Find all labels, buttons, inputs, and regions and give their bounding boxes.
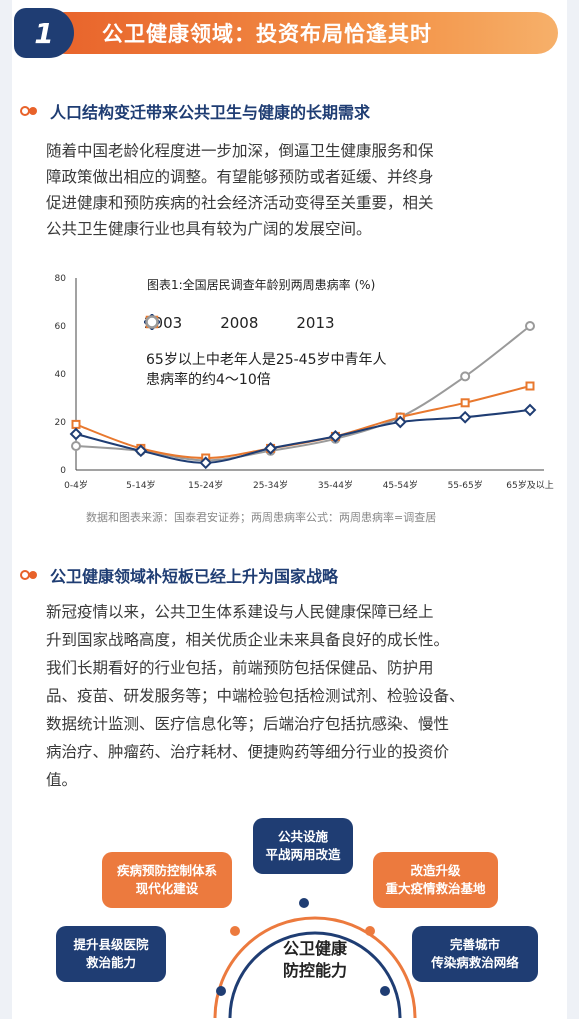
- box-line: 平战两用改造: [265, 847, 341, 862]
- bullet-icon: [20, 568, 42, 582]
- data-point: [460, 371, 471, 382]
- diagram-dot: [380, 986, 390, 996]
- series-line-2013: [75, 325, 531, 462]
- center-line: 防控能力: [282, 961, 347, 980]
- circle-marker-icon: [145, 315, 159, 329]
- x-tick-label: 15-24岁: [188, 479, 223, 491]
- data-point: [134, 444, 148, 458]
- data-point: [458, 410, 472, 424]
- x-tick-label: 65岁及以上: [506, 479, 553, 491]
- x-tick-label: 35-44岁: [318, 479, 353, 491]
- y-tick-label: 0: [60, 466, 66, 476]
- data-point: [71, 441, 81, 451]
- data-point: [525, 381, 535, 391]
- chart-source: 数据和图表来源：国泰君安证券；两周患病率公式：两周患病率=调查居: [86, 511, 437, 524]
- diagram-dot: [216, 986, 226, 996]
- diagram-dot: [365, 926, 375, 936]
- capability-diagram: 公共设施平战两用改造 疾病预防控制体系 现代化建设 改造升级重大疫情救治基地 提升…: [40, 818, 560, 1018]
- box-line: 提升县级医院: [73, 937, 149, 952]
- banner-number: 1: [14, 8, 74, 58]
- chart-legend: 2003 2008 2013: [144, 314, 335, 332]
- section1-paragraph: 随着中国老龄化程度进一步加深，倒逼卫生健康服务和保 障政策做出相应的调整。有望能…: [46, 138, 551, 242]
- para-line: 值。: [46, 771, 78, 789]
- diagram-center-label: 公卫健康 防控能力: [265, 938, 365, 982]
- chart-annotation: 65岁以上中老年人是25-45岁中青年人 患病率的约4～10倍: [146, 350, 406, 390]
- chart-title: 图表1:全国居民调查年龄别两周患病率 (%): [147, 278, 376, 292]
- box-line: 传染病救治网络: [431, 955, 519, 970]
- para-line: 病治疗、肿瘤药、治疗耗材、便捷购药等细分行业的投资价: [46, 743, 450, 761]
- annotation-line: 患病率的约4～10倍: [146, 372, 271, 388]
- y-tick-label: 40: [55, 370, 67, 380]
- chart-svg: 0 20 40 60 80 0-4岁 5-14岁 15-24岁 25-34岁 35-44岁 45-5…: [55, 274, 554, 491]
- legend-item-2008: 2008: [145, 314, 259, 332]
- x-tick-label: 45-54岁: [383, 479, 418, 491]
- box-urban-network: 完善城市传染病救治网络: [412, 926, 538, 982]
- y-tick-label: 80: [55, 274, 67, 284]
- diagram-dot: [230, 926, 240, 936]
- data-point: [393, 415, 407, 429]
- bullet-icon: [20, 104, 42, 118]
- section1-heading: 人口结构变迁带来公共卫生与健康的长期需求: [20, 99, 370, 123]
- legend-label: 2013: [296, 314, 335, 332]
- box-county-hospital: 提升县级医院 救治能力: [56, 926, 166, 982]
- para-line: 促进健康和预防疾病的社会经济活动变得至关重要，相关: [46, 194, 434, 212]
- para-line: 品、疫苗、研发服务等；中端检验包括检测试剂、检验设备、: [46, 687, 465, 705]
- section2-title: 公卫健康领域补短板已经上升为国家战略: [50, 567, 339, 586]
- para-line: 新冠疫情以来，公共卫生体系建设与人民健康保障已经上: [46, 603, 434, 621]
- box-public-facilities: 公共设施平战两用改造: [253, 818, 353, 874]
- box-line: 完善城市: [449, 937, 500, 952]
- box-line: 公共设施: [277, 829, 328, 844]
- annotation-line: 65岁以上中老年人是25-45岁中青年人: [146, 352, 387, 368]
- para-line: 障政策做出相应的调整。有望能够预防或者延缓、并终身: [46, 168, 434, 186]
- series-line-2003: [75, 409, 531, 464]
- box-epidemic-base: 改造升级重大疫情救治基地: [373, 852, 498, 908]
- section1-title: 人口结构变迁带来公共卫生与健康的长期需求: [50, 103, 371, 122]
- legend-label: 2008: [220, 314, 259, 332]
- section-banner: 1 公卫健康领域：投资布局恰逢其时: [6, 8, 558, 58]
- para-line: 我们长期看好的行业包括，前端预防包括保健品、防护用: [46, 659, 434, 677]
- y-tick-label: 60: [55, 322, 67, 332]
- box-line: 现代化建设: [135, 881, 199, 896]
- line-chart: 0 20 40 60 80 0-4岁 5-14岁 15-24岁 25-34岁 35-44岁 45-5…: [44, 270, 559, 500]
- y-tick-label: 20: [55, 418, 67, 428]
- para-line: 数据统计监测、医疗信息化等；后端治疗包括抗感染、慢性: [46, 715, 450, 733]
- banner-background: [44, 12, 558, 54]
- data-point: [264, 442, 277, 455]
- box-line: 疾病预防控制体系: [116, 863, 217, 878]
- x-tick-label: 55-65岁: [448, 479, 483, 491]
- box-disease-control: 疾病预防控制体系 现代化建设: [102, 852, 232, 908]
- section2-heading: 公卫健康领域补短板已经上升为国家战略: [20, 563, 338, 587]
- box-line: 重大疫情救治基地: [385, 881, 486, 896]
- data-point: [69, 427, 83, 441]
- data-point: [523, 403, 537, 417]
- x-tick-label: 25-34岁: [253, 479, 288, 491]
- para-line: 随着中国老龄化程度进一步加深，倒逼卫生健康服务和保: [46, 142, 434, 160]
- data-point: [71, 419, 81, 429]
- data-point: [460, 398, 470, 408]
- section2-paragraph: 新冠疫情以来，公共卫生体系建设与人民健康保障已经上 升到国家战略高度，相关优质企…: [46, 598, 551, 794]
- data-point: [329, 430, 342, 443]
- diagram-dot: [299, 898, 309, 908]
- x-tick-label: 0-4岁: [64, 479, 88, 491]
- para-line: 公共卫生健康行业也具有较为广阔的发展空间。: [46, 220, 372, 238]
- data-point: [525, 321, 535, 331]
- legend-item-2013: 2013: [145, 314, 335, 332]
- x-tick-label: 5-14岁: [126, 479, 155, 491]
- box-line: 救治能力: [85, 955, 136, 970]
- data-point: [199, 456, 213, 470]
- center-line: 公卫健康: [282, 939, 347, 958]
- diagram-arc: [213, 916, 417, 1018]
- box-line: 改造升级: [410, 863, 461, 878]
- banner-title: 公卫健康领域：投资布局恰逢其时: [102, 22, 432, 46]
- para-line: 升到国家战略高度，相关优质企业未来具备良好的成长性。: [46, 631, 450, 649]
